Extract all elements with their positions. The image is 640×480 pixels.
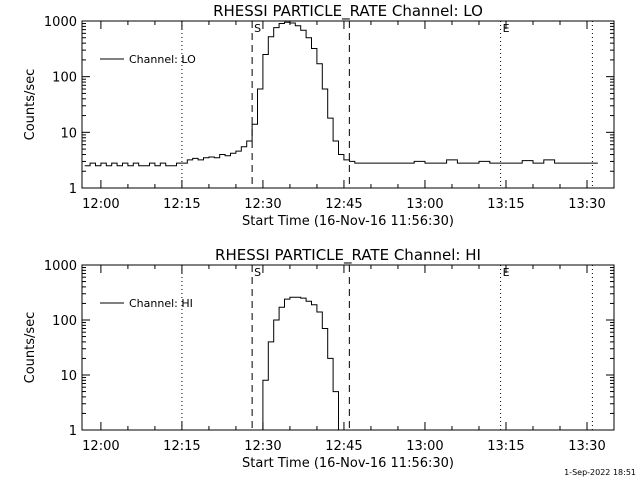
timestamp-label: 1-Sep-2022 18:51 <box>564 468 636 477</box>
x-tick-label: 13:15 <box>487 439 524 454</box>
y-axis-label: Counts/sec <box>23 312 38 384</box>
x-tick-label: 12:00 <box>82 197 119 212</box>
y-tick-label: 1 <box>69 182 77 197</box>
time-marker-label: S <box>254 266 261 279</box>
x-tick-label: 12:45 <box>325 439 362 454</box>
x-tick-label: 13:30 <box>568 197 605 212</box>
legend-label: Channel: LO <box>129 53 196 66</box>
x-axis-label: Start Time (16-Nov-16 11:56:30) <box>242 214 454 229</box>
y-tick-label: 100 <box>52 314 77 329</box>
chart-title: RHESSI PARTICLE_RATE Channel: HI <box>215 246 481 265</box>
time-marker-label: S <box>254 22 261 35</box>
plot-frame <box>81 20 615 189</box>
x-tick-label: 13:15 <box>487 197 524 212</box>
x-tick-label: 13:30 <box>568 439 605 454</box>
chart-title: RHESSI PARTICLE_RATE Channel: LO <box>213 2 483 21</box>
y-axis-label: Counts/sec <box>23 69 38 141</box>
series-line <box>84 21 598 167</box>
plot-frame <box>81 264 615 431</box>
x-tick-label: 13:00 <box>406 197 443 212</box>
y-tick-label: 1000 <box>44 259 77 274</box>
x-tick-label: 12:00 <box>82 439 119 454</box>
time-marker-label: E <box>503 22 510 35</box>
x-axis-label: Start Time (16-Nov-16 11:56:30) <box>242 456 454 471</box>
y-tick-label: 10 <box>60 369 77 384</box>
y-tick-label: 10 <box>60 126 77 141</box>
y-tick-label: 1 <box>69 424 77 439</box>
legend-label: Channel: HI <box>129 297 193 310</box>
x-tick-label: 12:15 <box>163 197 200 212</box>
x-tick-label: 12:30 <box>244 439 281 454</box>
x-tick-label: 12:30 <box>244 197 281 212</box>
series-line <box>257 296 339 431</box>
time-marker-label: E <box>503 266 510 279</box>
x-tick-label: 12:45 <box>325 197 362 212</box>
x-tick-label: 13:00 <box>406 439 443 454</box>
y-tick-label: 100 <box>52 71 77 86</box>
y-tick-label: 1000 <box>44 15 77 30</box>
x-tick-label: 12:15 <box>163 439 200 454</box>
